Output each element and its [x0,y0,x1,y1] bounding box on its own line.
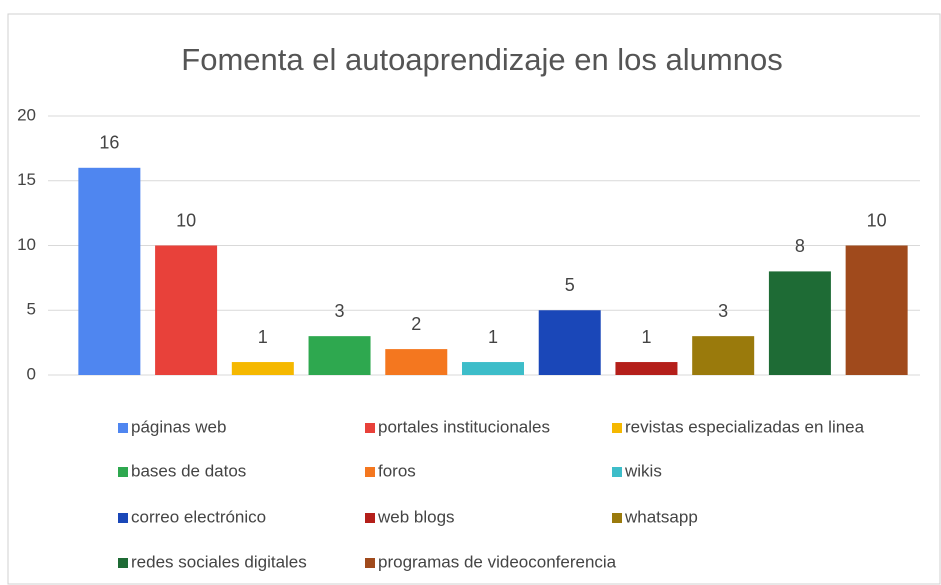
data-label: 3 [335,301,345,321]
bar [768,271,831,375]
legend-swatch [118,513,128,523]
legend-swatch [612,467,622,477]
data-label: 1 [641,327,651,347]
bar [538,310,601,375]
data-label: 16 [99,133,119,153]
legend-swatch [612,513,622,523]
bar [462,362,524,375]
legend-swatch [612,423,622,433]
data-label: 1 [488,327,498,347]
legend-swatch [118,558,128,568]
y-tick-label: 15 [17,170,36,189]
legend-label: bases de datos [131,461,246,480]
bar [385,349,448,375]
legend-swatch [118,467,128,477]
legend-label: web blogs [377,507,455,526]
bar [231,362,294,375]
bar [78,167,141,375]
bar [692,336,755,375]
legend-label: correo electrónico [131,507,266,526]
bar [845,245,908,375]
y-tick-label: 5 [27,300,36,319]
data-label: 3 [718,301,728,321]
data-label: 2 [411,314,421,334]
data-label: 5 [565,275,575,295]
y-tick-label: 0 [27,364,36,383]
legend-label: revistas especializadas en linea [625,417,865,436]
legend-label: portales institucionales [378,417,550,436]
legend-label: foros [378,461,416,480]
y-tick-label: 20 [17,105,36,124]
bar [155,245,218,375]
legend-label: wikis [624,461,662,480]
legend-swatch [365,513,375,523]
data-label: 10 [867,210,887,230]
legend-swatch [118,423,128,433]
legend-swatch [365,423,375,433]
data-label: 10 [176,210,196,230]
legend-label: programas de videoconferencia [378,552,617,571]
data-label: 8 [795,236,805,256]
chart-title: Fomenta el autoaprendizaje en los alumno… [181,42,782,77]
legend-label: páginas web [131,417,226,436]
legend-swatch [365,558,375,568]
bar [615,362,678,375]
legend-label: whatsapp [624,507,698,526]
legend-swatch [365,467,375,477]
bar [308,336,371,375]
data-label: 1 [258,327,268,347]
y-tick-label: 10 [17,235,36,254]
legend-label: redes sociales digitales [131,552,307,571]
